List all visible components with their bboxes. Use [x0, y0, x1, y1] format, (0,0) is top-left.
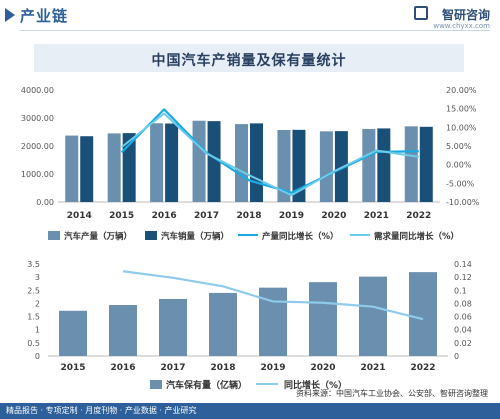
right-axis-tick-label: 0.14 [454, 260, 472, 269]
production-bar [107, 133, 121, 202]
right-axis-tick-label: 0.00% [446, 161, 472, 170]
brand[interactable]: 智研咨询 www.chyxx.com [433, 4, 490, 30]
x-axis-category-label: 2017 [194, 211, 219, 221]
legend-production-growth-label: 产量同比增长（%） [262, 231, 339, 242]
legend-sales-label: 汽车销量（万辆） [161, 231, 229, 242]
production-bar [404, 126, 418, 202]
stock-bar [59, 310, 87, 356]
x-axis-category-label: 2014 [67, 211, 92, 221]
stock-bar [159, 298, 187, 356]
chart-title: 中国汽车产销量及保有量统计 [151, 53, 347, 69]
right-axis-tick-label: 20.00% [446, 86, 477, 95]
stock-bar [309, 282, 337, 356]
x-axis-category-label: 2022 [410, 363, 435, 373]
sales-bar [122, 133, 136, 202]
sales-bar [377, 128, 391, 202]
x-axis-category-label: 2018 [236, 211, 261, 221]
x-axis-category-label: 2020 [321, 211, 346, 221]
right-axis-tick-label: 0.04 [454, 326, 472, 335]
production-bar [277, 129, 291, 202]
left-axis-tick-label: 0.5 [27, 339, 40, 348]
demand-growth-line [121, 112, 419, 197]
right-axis-tick-label: 0.06 [454, 313, 472, 322]
legend-demand-growth-label: 需求量同比增长（%） [374, 231, 459, 242]
left-axis-tick-label: 3000.00 [21, 114, 54, 123]
right-axis-tick-label: 5.00% [446, 142, 472, 151]
production-bar [235, 124, 248, 202]
x-axis-category-label: 2021 [364, 211, 389, 221]
legend-production-swatch [48, 231, 60, 240]
sales-bar [165, 123, 179, 202]
right-axis-tick-label: 0.08 [454, 299, 472, 308]
x-axis-category-label: 2016 [152, 211, 177, 221]
left-axis-tick-label: 1.5 [27, 313, 40, 322]
right-axis-tick-label: 0.1 [454, 286, 467, 295]
legend-sales-swatch [145, 231, 157, 240]
stock-growth-line [122, 270, 424, 321]
left-axis-tick-label: 3.5 [27, 260, 40, 269]
footer-bar: 精品报告 · 专项定制 · 月度刊物 · 产业数据 · 产业研究 [0, 403, 500, 419]
header-bar: 产业链 智研咨询 www.chyxx.com [0, 0, 500, 30]
x-axis-category-label: 2019 [260, 363, 285, 373]
right-axis-tick-label: 10.00% [446, 123, 477, 132]
brand-logo-icon [414, 6, 428, 20]
left-axis-tick-label: 0.00 [36, 198, 54, 207]
left-axis-tick-label: 2 [35, 299, 40, 308]
footer-services: 精品报告 · 专项定制 · 月度刊物 · 产业数据 · 产业研究 [6, 406, 197, 415]
data-source: 资料来源：中国汽车工业协会、公安部、智研咨询整理 [296, 389, 488, 398]
left-axis-tick-label: 3 [35, 273, 40, 282]
production-bar [362, 128, 376, 202]
legend-stock-label: 汽车保有量（亿辆） [166, 379, 247, 391]
left-axis-tick-label: 1000.00 [21, 170, 54, 179]
left-axis-tick-label: 1 [35, 326, 40, 335]
sales-bar [292, 129, 306, 202]
brand-url[interactable]: www.chyxx.com [433, 22, 490, 30]
vehicle-stock-chart: 0 0.5 1 1.5 2 2.5 3 3.5 0 0.02 0.04 0.06 0.08 0.1 0.12… [27, 260, 472, 391]
sales-bar [80, 136, 94, 202]
sales-bar [207, 121, 221, 202]
left-axis-tick-label: 0 [35, 352, 40, 361]
production-bar [65, 135, 79, 202]
x-axis-category-label: 2016 [110, 363, 135, 373]
left-axis-tick-label: 2.5 [27, 286, 40, 295]
right-axis-tick-label: -10.00% [446, 198, 480, 207]
stock-bar [109, 305, 137, 356]
left-axis-tick-label: 4000.00 [21, 86, 54, 95]
left-axis-tick-label: 2000.00 [21, 142, 54, 151]
right-axis-tick-label: 0.12 [454, 273, 472, 282]
production-bar [192, 120, 206, 202]
x-axis-category-label: 2015 [109, 211, 134, 221]
stock-bar [359, 276, 387, 356]
sales-bar [419, 126, 433, 202]
production-bar [150, 123, 164, 202]
x-axis-category-label: 2018 [210, 363, 235, 373]
header-divider [20, 30, 490, 31]
right-axis-tick-label: 15.00% [446, 105, 477, 114]
section-marker-icon [5, 8, 15, 22]
x-axis-category-label: 2015 [60, 363, 85, 373]
sales-bar [334, 131, 348, 202]
sales-bar [250, 123, 263, 202]
legend-stock-growth-label: 同比增长（%） [284, 379, 347, 391]
legend-stock-swatch [150, 380, 162, 389]
x-axis-category-label: 2021 [360, 363, 385, 373]
x-axis-category-label: 2017 [160, 363, 185, 373]
x-axis-category-label: 2019 [279, 211, 304, 221]
stock-bar [409, 272, 437, 356]
production-growth-line [120, 108, 419, 194]
right-axis-tick-label: 0 [454, 352, 459, 361]
x-axis-category-label: 2020 [310, 363, 335, 373]
section-title: 产业链 [20, 7, 69, 25]
brand-name: 智研咨询 [441, 8, 490, 22]
production-sales-chart: 0.00 1000.00 2000.00 3000.00 4000.00 -10.00% -… [21, 86, 480, 242]
x-axis-category-label: 2022 [406, 211, 431, 221]
legend-production-label: 汽车产量（万辆） [64, 231, 132, 242]
production-bar [319, 131, 333, 202]
stock-bar [209, 292, 237, 356]
chart-title-bar: 中国汽车产销量及保有量统计 [34, 44, 464, 72]
right-axis-tick-label: -5.00% [446, 179, 475, 188]
right-axis-tick-label: 0.02 [454, 339, 472, 348]
